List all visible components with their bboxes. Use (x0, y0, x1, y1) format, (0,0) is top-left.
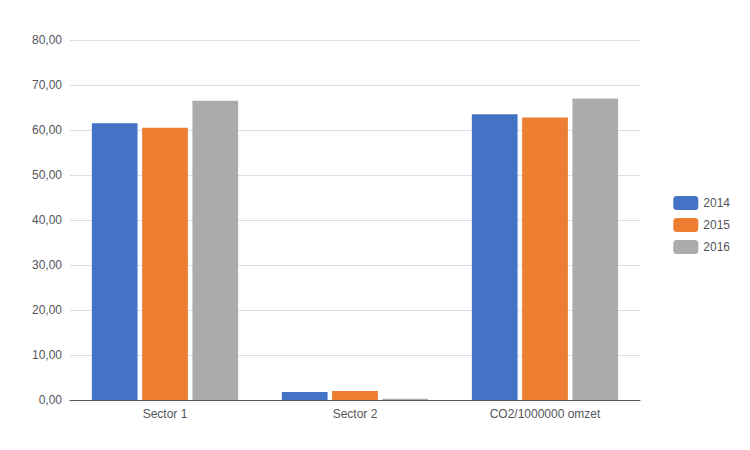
svg-text:20,00: 20,00 (32, 303, 62, 317)
svg-text:60,00: 60,00 (32, 123, 62, 137)
svg-text:2016: 2016 (703, 240, 730, 254)
svg-text:2015: 2015 (703, 218, 730, 232)
svg-text:2014: 2014 (703, 196, 730, 210)
svg-text:30,00: 30,00 (32, 258, 62, 272)
svg-text:50,00: 50,00 (32, 168, 62, 182)
svg-text:Sector 2: Sector 2 (333, 407, 378, 421)
svg-text:10,00: 10,00 (32, 348, 62, 362)
svg-text:80,00: 80,00 (32, 33, 62, 47)
svg-text:70,00: 70,00 (32, 78, 62, 92)
svg-text:Sector 1: Sector 1 (143, 407, 188, 421)
svg-text:0,00: 0,00 (39, 393, 63, 407)
svg-text:CO2/1000000 omzet: CO2/1000000 omzet (490, 407, 601, 421)
svg-text:40,00: 40,00 (32, 213, 62, 227)
